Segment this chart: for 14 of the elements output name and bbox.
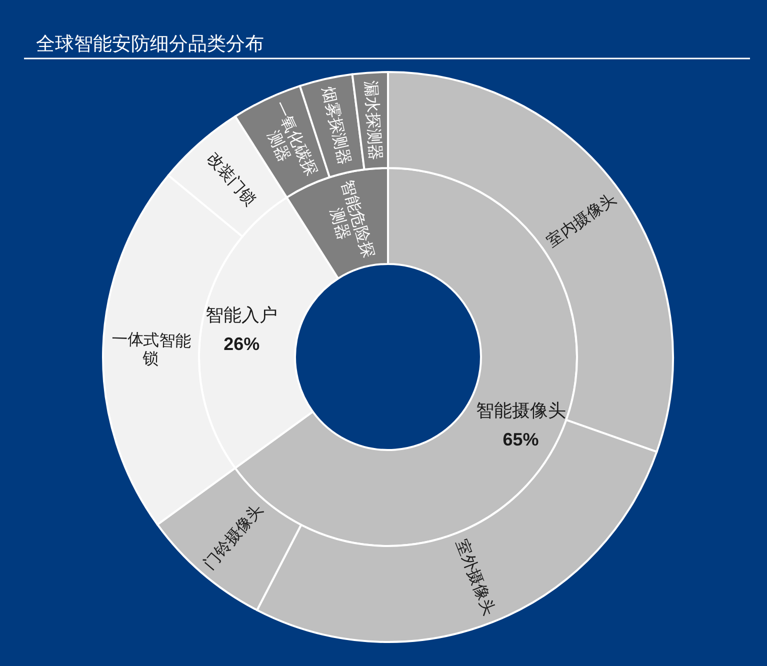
- data-label: 65%: [502, 429, 539, 450]
- slice-label: 室内摄像头: [543, 189, 620, 250]
- slice-label: 烟雾探测器: [319, 84, 354, 167]
- data-label: 26%: [224, 334, 260, 354]
- slice-label: 室外摄像头: [452, 536, 499, 618]
- slice-label: 改装门锁: [204, 148, 260, 209]
- slice-label: 智能入户: [206, 304, 278, 325]
- slice-label: 漏水探测器: [362, 80, 386, 161]
- chart-title: 全球智能安防细分品类分布: [36, 33, 264, 55]
- slice-label: 一氧化碳探测器: [264, 98, 322, 178]
- slice-label: 一体式智能锁: [111, 330, 192, 368]
- slice-label: 门铃摄像头: [200, 500, 266, 573]
- slice-label: 智能摄像头: [476, 400, 566, 421]
- slice-label: 智能危险探测器: [327, 178, 378, 260]
